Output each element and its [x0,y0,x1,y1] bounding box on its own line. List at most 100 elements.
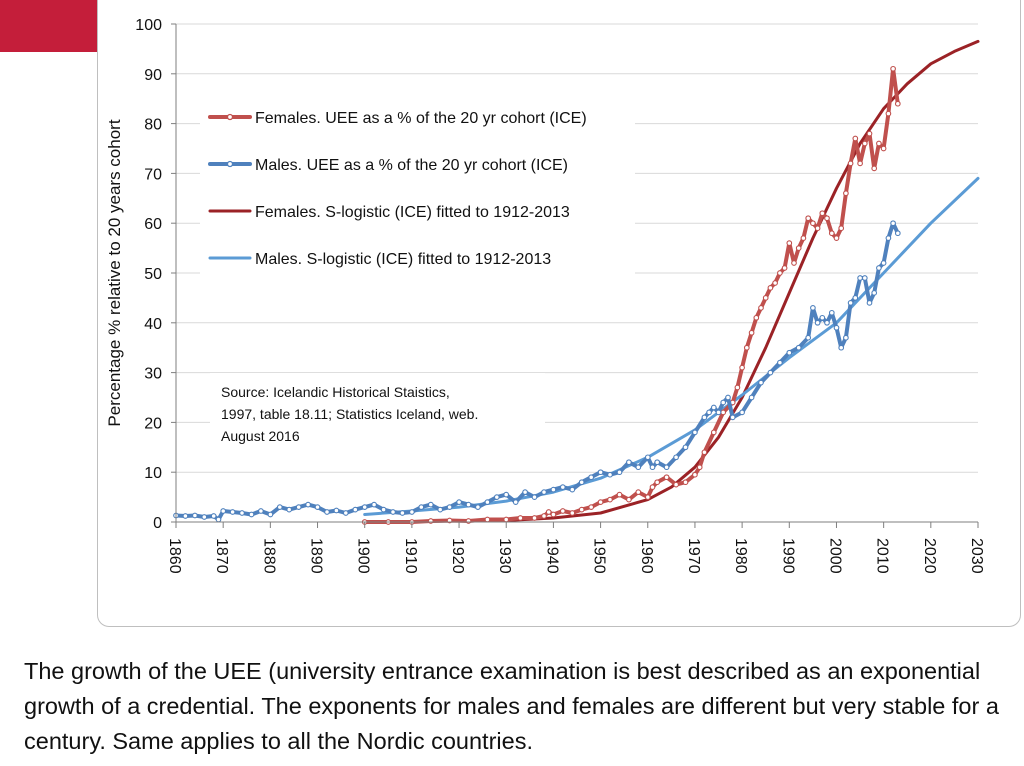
data-point-females-observed-1960 [644,494,651,500]
x-tick-label-1960: 1960 [638,538,655,574]
data-point-males-observed-2004 [852,295,859,301]
data-point-males-observed-1974 [710,404,717,411]
source-line-3: August 2016 [221,428,300,444]
data-point-males-observed-1862 [182,513,189,519]
y-tick-label-30: 30 [144,366,162,383]
y-axis-title: Percentage % relative to 20 years cohort [105,119,124,426]
data-point-males-observed-1976 [720,399,727,406]
y-tick-label-100: 100 [135,17,162,34]
data-point-females-observed-1982 [748,329,755,336]
data-point-males-observed-1912 [418,504,425,510]
data-point-males-observed-1870 [220,508,227,514]
data-point-females-observed-2004 [852,135,859,142]
data-point-males-observed-1997 [819,314,826,321]
legend-marker-females-observed [226,113,234,121]
data-point-males-observed-1924 [475,504,481,510]
data-point-females-observed-1948 [588,504,595,510]
data-point-females-observed-1980 [739,364,745,371]
data-point-females-observed-1938 [541,513,547,519]
data-point-males-observed-1995 [810,305,816,311]
data-point-males-observed-1882 [276,504,283,510]
data-point-females-observed-1946 [578,506,585,513]
data-point-males-observed-1962 [654,459,661,466]
x-tick-label-1970: 1970 [685,538,702,574]
data-point-males-observed-2010 [880,260,887,266]
data-point-males-observed-1942 [559,484,566,490]
data-point-males-observed-1961 [649,464,656,471]
data-point-males-observed-1920 [456,499,462,505]
data-point-females-observed-2010 [880,145,887,152]
data-point-females-observed-1939 [545,509,552,515]
data-point-males-observed-1980 [739,409,745,416]
data-point-males-observed-1926 [484,499,491,505]
slide-caption: The growth of the UEE (university entran… [24,658,999,754]
data-point-males-observed-1960 [644,454,651,461]
data-point-females-observed-1992 [795,245,802,251]
data-point-males-observed-2012 [890,220,896,227]
data-point-females-observed-1942 [559,508,566,514]
data-point-males-observed-2002 [843,334,849,341]
data-point-males-observed-1990 [786,349,793,356]
data-point-males-observed-1944 [569,486,576,493]
legend: Females. UEE as a % of the 20 yr cohort … [200,95,635,275]
data-point-females-observed-1989 [781,265,788,271]
data-point-females-observed-1968 [682,479,689,486]
data-point-females-observed-1971 [696,464,703,471]
data-point-males-observed-1977 [725,394,731,401]
y-tick-label-20: 20 [144,415,162,432]
data-point-females-observed-1998 [824,215,830,222]
data-point-females-observed-1991 [791,260,797,266]
data-point-males-observed-1890 [314,504,321,510]
data-point-females-observed-1976 [720,409,727,416]
data-point-females-observed-1961 [649,484,656,490]
data-point-females-observed-1914 [427,518,434,524]
legend-label-females-fit: Females. S-logistic (ICE) fitted to 1912… [255,204,570,221]
data-point-males-observed-1908 [399,510,406,516]
legend-label-males-observed: Males. UEE as a % of the 20 yr cohort (I… [255,157,568,174]
data-point-males-observed-1972 [701,414,708,421]
x-tick-label-1890: 1890 [308,538,325,574]
data-point-males-observed-1892 [324,509,330,515]
data-point-males-observed-1958 [635,464,642,471]
legend-label-females-observed: Females. UEE as a % of the 20 yr cohort … [255,110,587,127]
data-point-males-observed-1866 [201,514,208,520]
x-tick-label-1870: 1870 [213,538,230,574]
data-point-females-observed-1944 [569,510,576,516]
x-tick-label-2030: 2030 [968,538,985,574]
data-point-males-observed-1902 [371,501,377,508]
data-point-males-observed-1864 [192,512,198,519]
data-point-females-observed-1950 [597,499,604,505]
data-point-males-observed-2003 [847,300,854,306]
legend-entry-females-fit: Females. S-logistic (ICE) fitted to 1912… [208,204,570,221]
data-point-males-observed-1956 [626,459,632,466]
data-point-females-observed-1999 [828,230,835,237]
data-point-females-observed-2000 [833,235,840,241]
data-point-males-observed-2000 [833,324,840,331]
data-point-females-observed-1987 [772,280,778,286]
data-point-females-observed-2011 [885,110,892,117]
data-point-males-observed-1973 [706,409,712,416]
source-line-2: 1997, table 18.11; Statistics Iceland, w… [221,406,478,422]
data-point-males-observed-1868 [210,513,217,519]
legend-entry-males-observed: Males. UEE as a % of the 20 yr cohort (I… [208,157,568,174]
data-point-females-observed-1986 [767,285,774,291]
x-tick-label-1990: 1990 [779,538,796,574]
data-point-males-observed-1954 [616,469,623,476]
source-note-background [210,373,545,455]
data-point-females-observed-2002 [843,190,849,197]
data-point-males-observed-1918 [446,504,453,510]
x-tick-label-1910: 1910 [402,538,419,574]
data-point-males-observed-2009 [876,265,882,271]
x-tick-label-1900: 1900 [355,538,372,574]
data-point-males-observed-1910 [409,509,415,515]
observed-series [173,65,901,525]
x-tick-label-1860: 1860 [166,538,183,574]
legend-entry-males-fit: Males. S-logistic (ICE) fitted to 1912-2… [208,251,551,268]
data-point-males-observed-1874 [239,510,245,516]
data-point-males-observed-2008 [871,290,878,296]
data-point-females-observed-1990 [786,240,793,246]
data-point-females-observed-1983 [753,314,760,321]
data-point-males-observed-1869 [215,516,222,523]
